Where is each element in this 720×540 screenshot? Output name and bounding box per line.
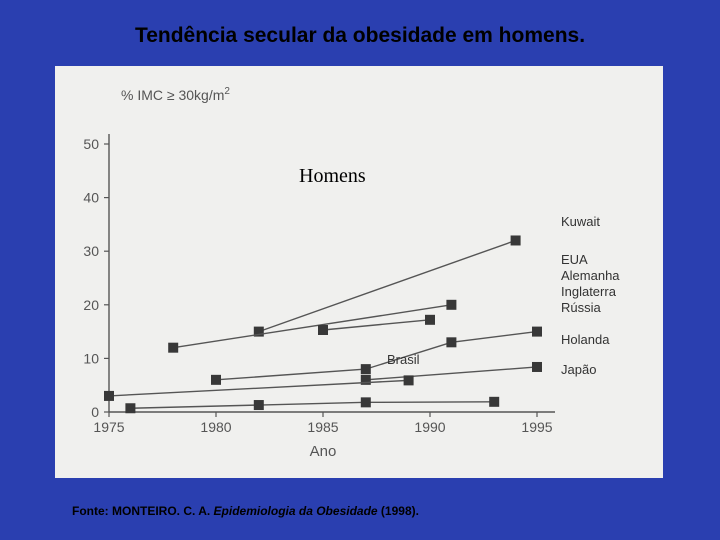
x-tick-label: 1990 bbox=[414, 419, 445, 435]
chart-inner-title: Homens bbox=[299, 165, 366, 187]
x-tick-label: 1980 bbox=[200, 419, 231, 435]
data-marker bbox=[404, 375, 414, 385]
y-tick-label: 10 bbox=[83, 350, 99, 366]
series-label: Brasil bbox=[387, 352, 420, 367]
source-suffix: (1998). bbox=[378, 504, 419, 518]
slide-title: Tendência secular da obesidade em homens… bbox=[0, 24, 720, 48]
data-marker bbox=[168, 343, 178, 353]
data-marker bbox=[446, 337, 456, 347]
series-line bbox=[259, 240, 516, 331]
x-axis-label: Ano bbox=[310, 443, 337, 460]
series-line bbox=[366, 367, 537, 380]
y-tick-label: 40 bbox=[83, 190, 99, 206]
series-label: EUA bbox=[561, 252, 588, 267]
y-tick-label: 50 bbox=[83, 136, 99, 152]
data-marker bbox=[532, 327, 542, 337]
data-marker bbox=[489, 397, 499, 407]
y-axis-label: % IMC ≥ 30kg/m2 bbox=[121, 86, 230, 103]
data-marker bbox=[361, 397, 371, 407]
source-citation: Fonte: MONTEIRO. C. A. Epidemiologia da … bbox=[72, 504, 419, 518]
data-marker bbox=[446, 300, 456, 310]
y-tick-label: 30 bbox=[83, 243, 99, 259]
data-marker bbox=[254, 400, 264, 410]
series-line bbox=[109, 380, 409, 396]
series-label: Japão bbox=[561, 362, 596, 377]
x-tick-label: 1995 bbox=[521, 419, 552, 435]
data-marker bbox=[104, 391, 114, 401]
series-line bbox=[130, 402, 494, 408]
data-marker bbox=[511, 235, 521, 245]
source-italic: Epidemiologia da Obesidade bbox=[214, 504, 378, 518]
slide: Tendência secular da obesidade em homens… bbox=[0, 0, 720, 540]
source-prefix: Fonte: MONTEIRO. C. A. bbox=[72, 504, 214, 518]
chart-container: % IMC ≥ 30kg/m2 0 10 20 30 40 50 1975 1980 1985 19… bbox=[55, 66, 663, 478]
data-marker bbox=[318, 325, 328, 335]
y-tick-label: 0 bbox=[91, 404, 99, 420]
series-line bbox=[323, 320, 430, 330]
series-line bbox=[216, 332, 537, 380]
x-tick-label: 1975 bbox=[93, 419, 124, 435]
series-label: Rússia bbox=[561, 300, 602, 315]
data-marker bbox=[361, 364, 371, 374]
series-label: Inglaterra bbox=[561, 284, 617, 299]
data-marker bbox=[532, 362, 542, 372]
x-tick-label: 1985 bbox=[307, 419, 338, 435]
data-marker bbox=[211, 375, 221, 385]
data-marker bbox=[425, 315, 435, 325]
data-marker bbox=[125, 403, 135, 413]
obesity-line-chart: % IMC ≥ 30kg/m2 0 10 20 30 40 50 1975 1980 1985 19… bbox=[55, 66, 663, 478]
y-tick-label: 20 bbox=[83, 297, 99, 313]
series-label: Alemanha bbox=[561, 268, 620, 283]
series-label: Kuwait bbox=[561, 214, 600, 229]
series-line bbox=[173, 305, 451, 348]
series-label: Holanda bbox=[561, 332, 610, 347]
